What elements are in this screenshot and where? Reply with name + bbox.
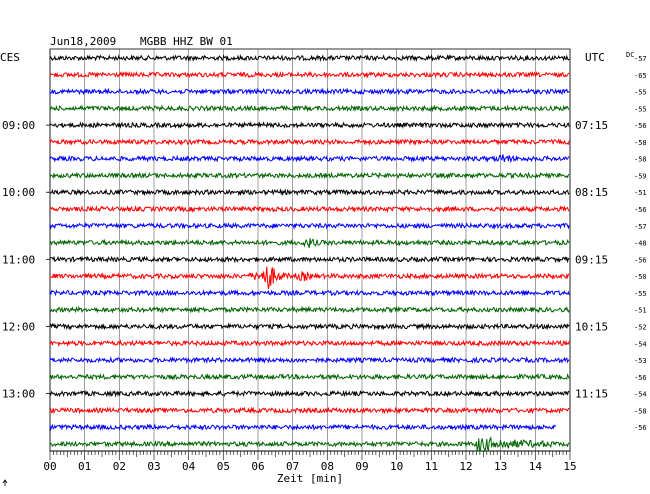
dc-offset-value: -55 (634, 89, 647, 97)
dc-offset-value: -58 (634, 407, 647, 415)
dc-offset-value: -56 (634, 424, 647, 432)
dc-offset-value: -55 (634, 290, 647, 298)
x-tick-label: 06 (251, 460, 264, 473)
x-tick-label: 11 (425, 460, 438, 473)
x-tick-label: 02 (113, 460, 126, 473)
seismic-trace-2 (49, 87, 570, 96)
seismic-trace-17 (49, 339, 570, 348)
seismic-trace-1 (49, 70, 570, 79)
left-hour-label: 12:00 (2, 320, 35, 333)
seismic-trace-20 (49, 389, 570, 398)
left-hour-label: 13:00 (2, 388, 35, 401)
x-tick-label: 00 (43, 460, 56, 473)
dc-offset-value: -57 (634, 223, 647, 231)
dc-offset-value: -57 (634, 55, 647, 63)
seismic-trace-5 (49, 137, 570, 146)
dc-offset-value: -51 (634, 189, 647, 197)
left-hour-label: 11:00 (2, 253, 35, 266)
x-tick-label: 12 (459, 460, 472, 473)
seismic-trace-22 (49, 423, 557, 432)
x-tick-label: 09 (355, 460, 368, 473)
tick-and-time-labels: 00 01 02 03 04 05 06 07 08 09 10 11 12 13 14 15 09:00 10:… (2, 55, 647, 473)
seismic-trace-0 (49, 53, 570, 63)
corner-mark-icon (2, 479, 8, 486)
seismic-trace-7 (49, 171, 570, 180)
dc-offset-value: -50 (634, 273, 647, 281)
right-time-label: 07:15 (575, 119, 608, 132)
record-date: Jun18,2009 (50, 35, 116, 48)
right-time-label: 09:15 (575, 253, 608, 266)
x-tick-label: 01 (78, 460, 91, 473)
dc-offset-value: -58 (634, 139, 647, 147)
seismic-trace-11 (49, 238, 570, 249)
seismic-trace-15 (49, 305, 570, 314)
x-tick-label: 07 (286, 460, 299, 473)
x-tick-label: 03 (147, 460, 160, 473)
seismic-trace-6 (49, 154, 570, 164)
trace-layer (49, 53, 570, 453)
seismic-trace-10 (49, 221, 570, 230)
dc-offset-value: -54 (634, 340, 647, 348)
x-tick-label: 14 (529, 460, 543, 473)
seismic-trace-14 (49, 288, 570, 297)
dc-offset-value: -55 (634, 105, 647, 113)
left-hour-label: 10:00 (2, 186, 35, 199)
x-tick-label: 15 (563, 460, 576, 473)
seismic-trace-19 (49, 372, 570, 381)
x-tick-label: 10 (390, 460, 403, 473)
dc-offset-value: -48 (634, 240, 647, 248)
left-timezone-label: CES (0, 51, 20, 64)
dc-offset-value: -56 (634, 122, 647, 130)
x-axis-label: Zeit [min] (277, 472, 343, 485)
dc-offset-header: DC (626, 51, 634, 59)
right-time-label: 08:15 (575, 186, 608, 199)
x-tick-label: 08 (321, 460, 334, 473)
x-tick-label: 05 (217, 460, 230, 473)
x-tick-label: 04 (182, 460, 196, 473)
minute-grid (49, 48, 571, 460)
seismic-trace-21 (49, 406, 570, 415)
station-code: MGBB HHZ BW 01 (140, 35, 233, 48)
seismic-trace-16 (49, 322, 570, 331)
dc-offset-value: -51 (634, 307, 647, 315)
left-hour-label: 09:00 (2, 119, 35, 132)
seismic-trace-4 (49, 120, 570, 130)
dc-offset-value: -65 (634, 72, 647, 80)
dc-offset-value: -59 (634, 172, 647, 180)
dc-offset-value: -56 (634, 256, 647, 264)
seismic-trace-13 (49, 266, 570, 289)
dc-offset-value: -56 (634, 206, 647, 214)
x-tick-label: 13 (494, 460, 507, 473)
dc-offset-value: -52 (634, 323, 647, 331)
right-timezone-label: UTC (585, 51, 605, 64)
right-time-label: 11:15 (575, 388, 608, 401)
dc-offset-value: -56 (634, 374, 647, 382)
seismic-trace-18 (49, 356, 570, 365)
seismic-trace-9 (49, 204, 570, 213)
seismic-trace-12 (49, 255, 570, 264)
right-time-label: 10:15 (575, 320, 608, 333)
dc-offset-value: -54 (634, 391, 647, 399)
seismic-trace-23 (49, 435, 570, 453)
dc-offset-value: -53 (634, 357, 647, 365)
seismic-trace-3 (49, 104, 570, 113)
dc-offset-value: -58 (634, 156, 647, 164)
seismic-trace-8 (49, 188, 570, 197)
